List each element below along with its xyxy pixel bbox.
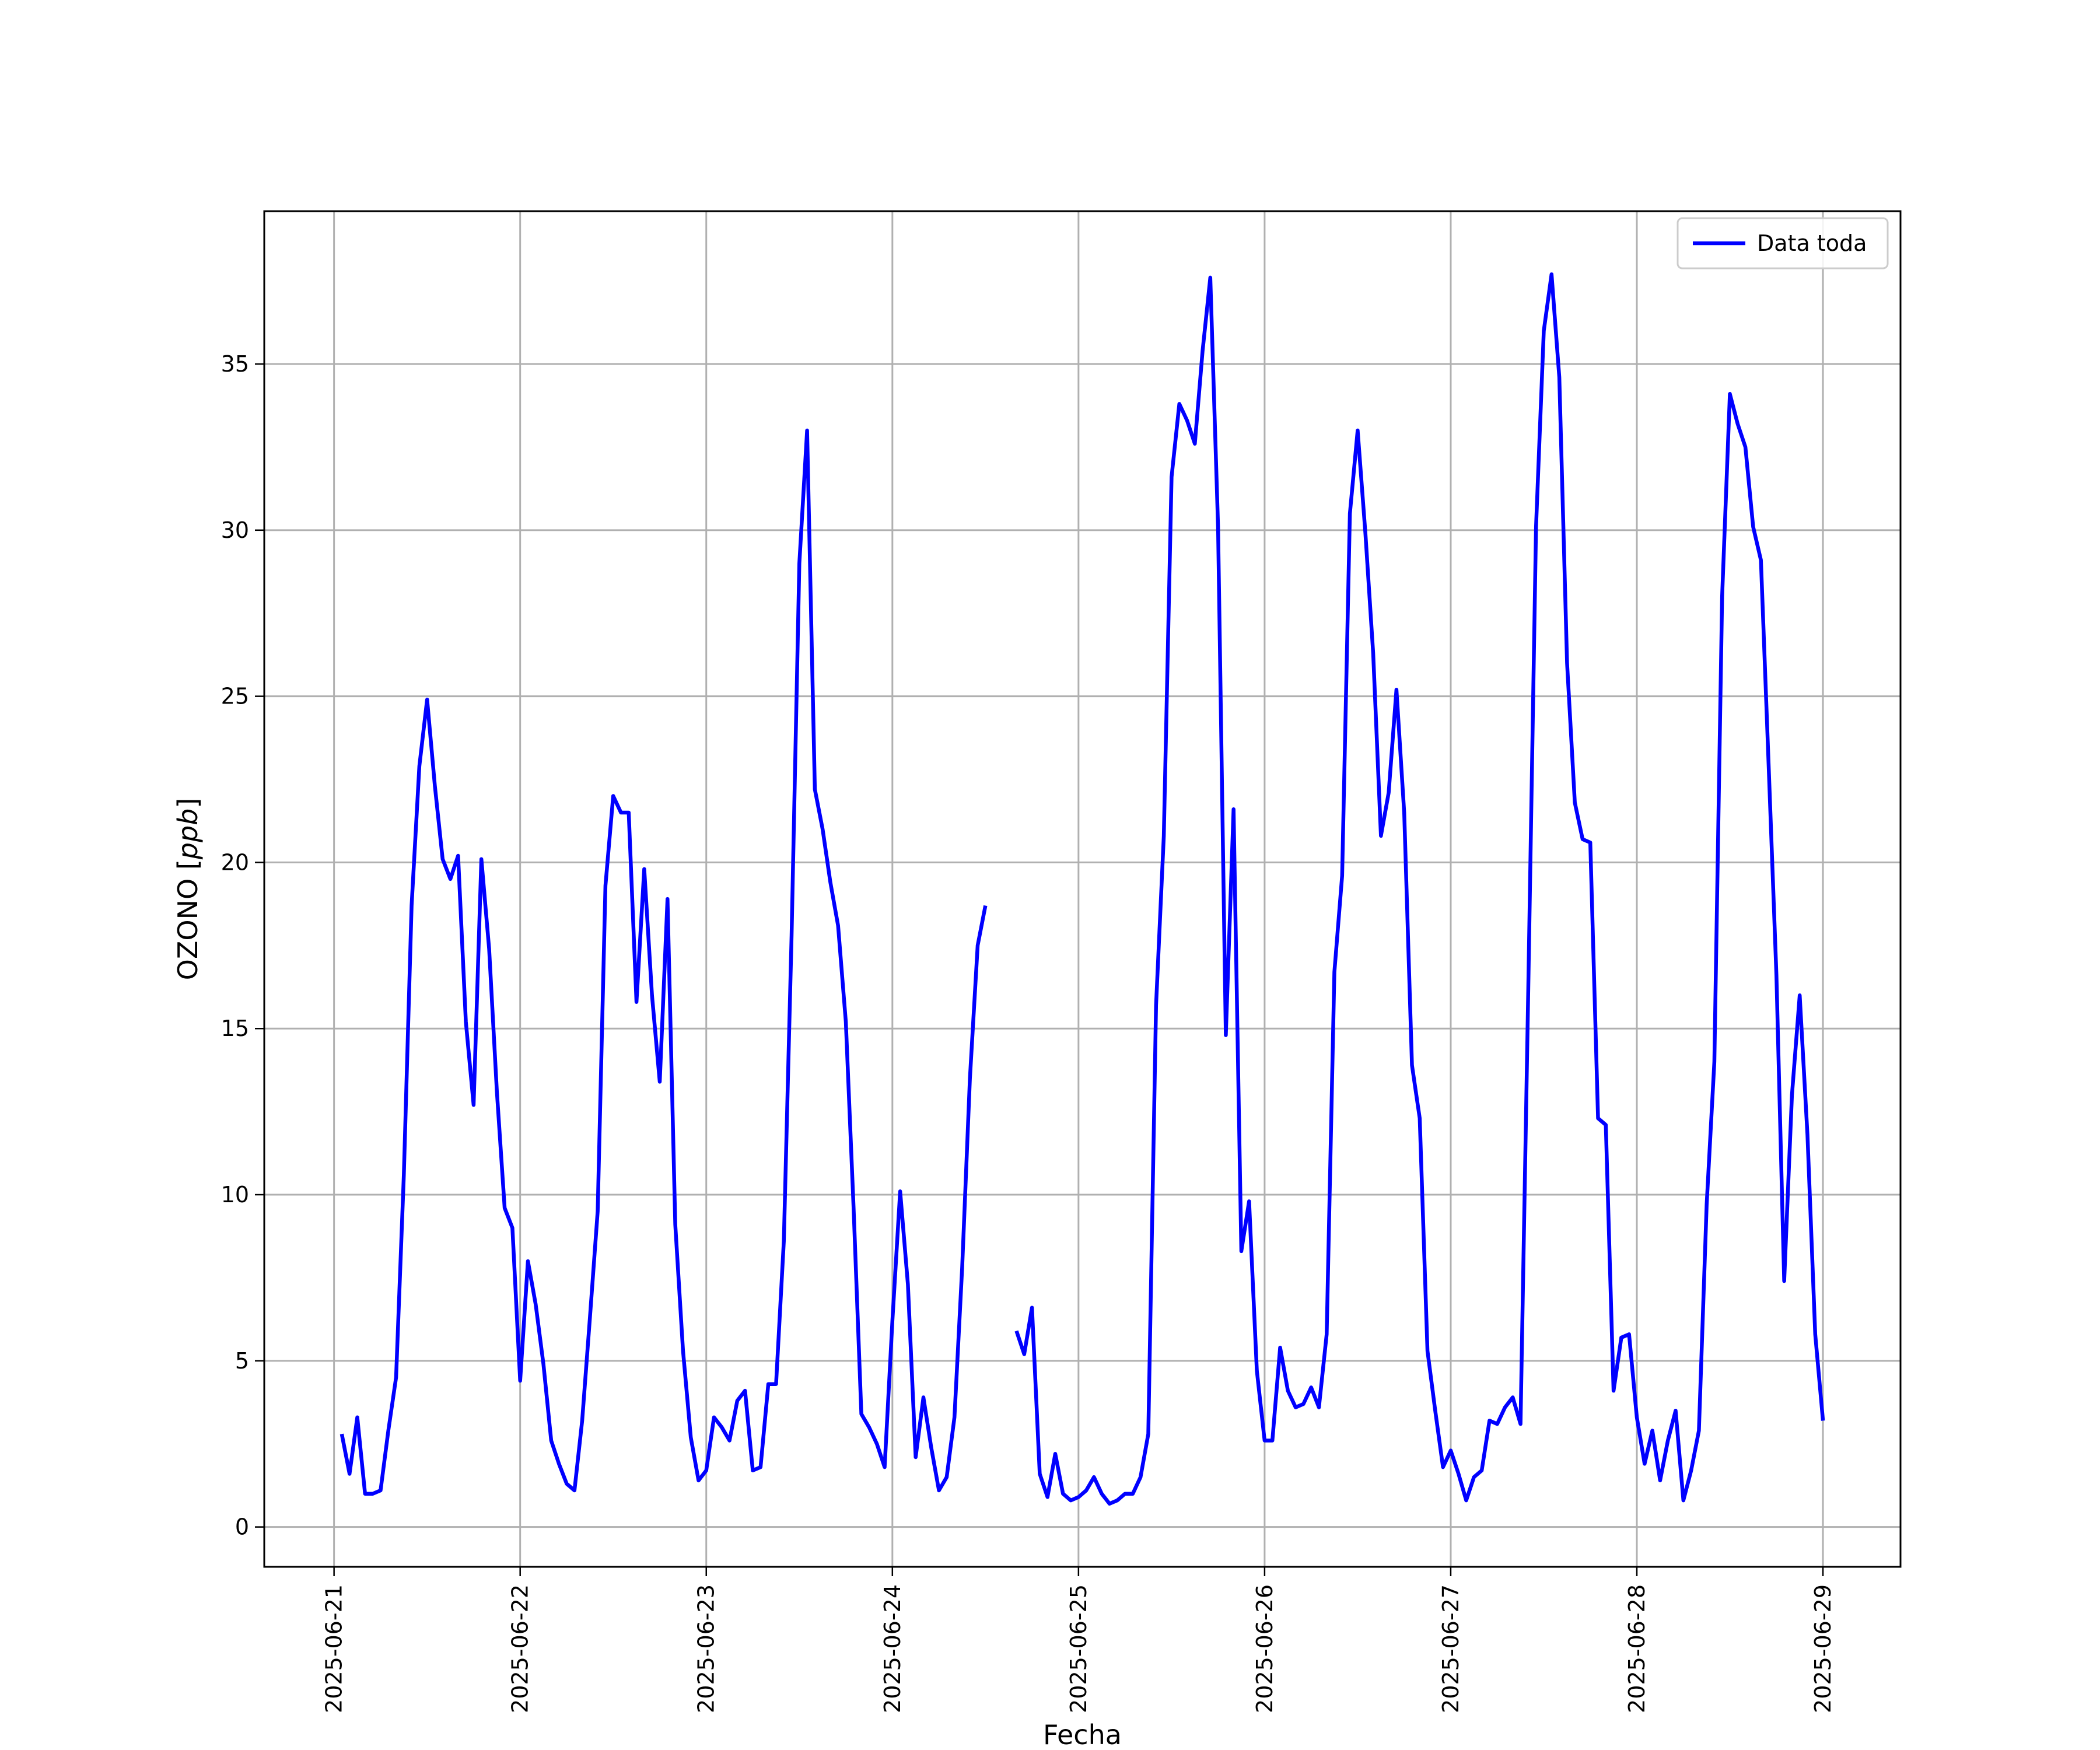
x-tick-label: 2025-06-25 (1066, 1584, 1091, 1713)
legend-frame (1676, 217, 1889, 270)
x-tick-label: 2025-06-21 (321, 1584, 347, 1713)
legend-label: Data toda (1757, 230, 1867, 256)
y-axis-label-unit: ppb (172, 808, 204, 860)
y-tick-label: 35 (221, 351, 249, 377)
y-tick-label: 5 (235, 1348, 249, 1374)
x-tick-label: 2025-06-27 (1438, 1584, 1464, 1713)
legend: Data toda (1676, 217, 1889, 270)
y-axis-label: OZONO [ppb] (172, 798, 204, 981)
series-layer (340, 272, 1825, 1506)
x-tick-label: 2025-06-24 (880, 1584, 905, 1713)
x-tick-label: 2025-06-23 (694, 1584, 719, 1713)
y-axis-label-prefix: OZONO [ (172, 859, 204, 980)
x-tick-label: 2025-06-29 (1810, 1584, 1836, 1713)
x-axis-label: Fecha (1043, 1719, 1122, 1750)
x-tick-label: 2025-06-26 (1252, 1584, 1278, 1713)
x-tick-label: 2025-06-22 (508, 1584, 533, 1713)
series-line-segment (340, 428, 988, 1496)
y-tick-label: 30 (221, 517, 249, 543)
grid (264, 211, 1901, 1567)
y-tick-label: 15 (221, 1016, 249, 1041)
y-tick-label: 25 (221, 684, 249, 709)
x-tick-label: 2025-06-28 (1624, 1584, 1650, 1713)
y-tick-label: 10 (221, 1182, 249, 1208)
y-tick-label: 0 (235, 1514, 249, 1540)
series-line-segment (1014, 272, 1825, 1506)
plot-frame (263, 210, 1902, 1568)
ticks: 2025-06-21 2025-06-22 2025-06-23 2025-06-24… (221, 351, 1836, 1713)
y-tick-label: 20 (221, 849, 249, 875)
y-axis-label-suffix: ] (172, 798, 204, 808)
